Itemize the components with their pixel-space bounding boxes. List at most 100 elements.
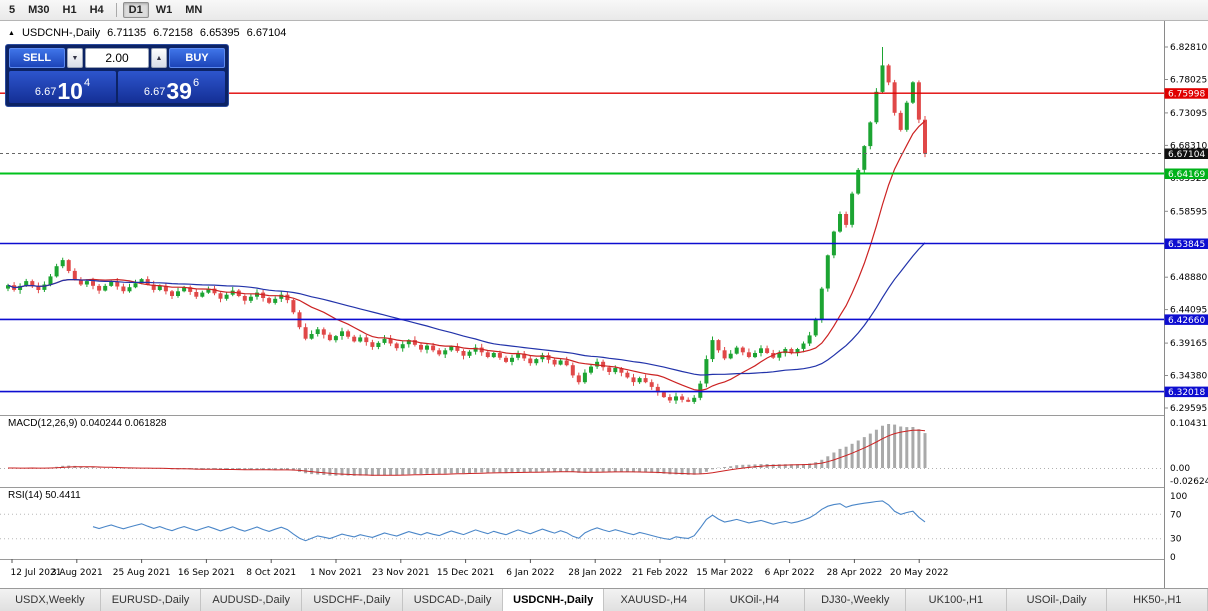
price-axis: 6.828106.780256.730956.683106.635256.585… [1164,21,1208,588]
date-axis-label: 1 Nov 2021 [310,568,362,578]
price-badge-label: 6.67104 [1168,150,1205,160]
chart-tab-usdcnh-daily[interactable]: USDCNH-,Daily [503,589,605,611]
chart-tab-dj30-weekly[interactable]: DJ30-,Weekly [805,589,907,611]
timeframe-button-d1[interactable]: D1 [122,2,149,18]
ohlc-low-value: 6.65395 [199,27,240,39]
trade-prices-row: 6.67 10 4 6.67 39 6 [9,71,225,103]
macd-histogram [0,424,1164,476]
date-axis-label: 6 Apr 2022 [765,568,815,578]
timeframe-toolbar: 5 M30 H1 H4 D1 W1 MN [0,0,1208,21]
volume-decrease-icon[interactable]: ▼ [67,48,83,68]
price-badge [1164,386,1208,398]
timeframe-button-m30[interactable]: M30 [28,4,50,16]
timeframe-button-h4[interactable]: H4 [89,4,104,16]
chart-tab-usoil-daily[interactable]: USOil-,Daily [1006,589,1108,611]
price-axis-label: 6.58595 [1170,207,1207,217]
sell-price-display[interactable]: 6.67 10 4 [9,71,116,103]
volume-input[interactable] [85,48,149,68]
timeframe-button-5[interactable]: 5 [9,4,16,16]
price-badge [1164,168,1208,179]
chart-tab-usdcad-daily[interactable]: USDCAD-,Daily [402,589,504,611]
price-axis-label: 6.29595 [1170,404,1207,414]
macd-axis-label: 0.00 [1170,464,1190,474]
buy-price-display[interactable]: 6.67 39 6 [118,71,225,103]
price-badge-label: 6.64169 [1168,170,1205,180]
price-badge [1164,314,1208,325]
toolbar-divider [115,3,117,17]
ohlc-close-value: 6.67104 [246,27,287,39]
date-axis-label: 20 May 2022 [890,568,949,578]
chart-ohlc-header: ▲ USDCNH-,Daily 6.71135 6.72158 6.65395 … [8,27,286,39]
timeframe-button-mn[interactable]: MN [185,4,203,16]
rsi-indicator-label: RSI(14) 50.4411 [8,490,81,501]
price-axis-label: 6.34380 [1170,372,1207,382]
buy-price-prefix: 6.67 [143,86,166,98]
sell-price-big-digits: 10 [57,78,83,104]
rsi-axis-label: 70 [1170,510,1182,520]
macd-axis-label: 0.104313 [1170,419,1208,429]
panel-separators [0,415,1208,560]
date-axis-label: 25 Aug 2021 [113,568,171,578]
rsi-axis-label: 100 [1170,492,1187,502]
price-axis-label: 6.78025 [1170,76,1207,86]
symbol-timeframe-label: USDCNH-,Daily [21,27,101,39]
date-axis-label: 28 Apr 2022 [827,568,883,578]
rsi-panel [0,500,1164,542]
chart-tab-uk100-h1[interactable]: UK100-,H1 [906,589,1007,611]
rsi-axis-label: 30 [1170,535,1182,545]
buy-button[interactable]: BUY [169,48,225,68]
chart-tab-usdchf-daily[interactable]: USDCHF-,Daily [302,589,403,611]
price-badge-label: 6.75998 [1168,90,1205,100]
macd-signal-line [8,429,926,476]
price-badge [1164,88,1208,99]
price-axis-label: 6.73095 [1170,109,1207,119]
price-badge-label: 6.53845 [1168,240,1205,250]
timeframe-button-w1[interactable]: W1 [155,4,173,16]
rsi-axis-label: 0 [1170,553,1176,563]
price-axis-label: 6.44095 [1170,306,1207,316]
ohlc-open-value: 6.71135 [107,27,147,39]
date-axis-label: 12 Jul 2021 [11,568,62,578]
chart-tab-ukoil-h4[interactable]: UKOil-,H4 [704,589,806,611]
chart-tabs-bar: USDX,Weekly EURUSD-,Daily AUDUSD-,Daily USD… [0,588,1208,611]
sell-price-pipette: 4 [83,77,91,89]
chart-tab-eurusd-daily[interactable]: EURUSD-,Daily [100,589,202,611]
price-axis-label: 6.82810 [1170,43,1207,53]
price-badge-label: 6.32018 [1168,388,1205,398]
chart-tab-audusd-daily[interactable]: AUDUSD-,Daily [201,589,303,611]
trade-controls-row: SELL ▼ ▲ BUY [9,48,225,68]
symbol-marker-icon: ▲ [8,29,15,37]
sell-price-prefix: 6.67 [34,86,57,98]
price-badge-label: 6.42660 [1168,316,1205,326]
moving-averages [7,120,926,392]
buy-price-pipette: 6 [192,77,200,89]
chart-tab-usdx-weekly[interactable]: USDX,Weekly [0,589,101,611]
date-axis-label: 16 Sep 2021 [178,568,235,578]
date-axis-label: 28 Jan 2022 [568,568,622,578]
horizontal-level-lines [0,92,1164,393]
macd-axis-label: -0.026240 [1170,477,1208,487]
sell-button[interactable]: SELL [9,48,65,68]
macd-indicator-label: MACD(12,26,9) 0.040244 0.061828 [8,418,167,429]
date-axis-label: 15 Dec 2021 [437,568,495,578]
date-axis-label: 21 Feb 2022 [632,568,688,578]
price-axis-label: 6.39165 [1170,339,1207,349]
chart-tab-xauusd-h4[interactable]: XAUUSD-,H4 [604,589,705,611]
date-axis-label: 8 Oct 2021 [246,568,296,578]
price-badge [1164,148,1208,159]
date-axis-label: 15 Mar 2022 [696,568,753,578]
chart-tab-hk50-h1[interactable]: HK50-,H1 [1107,589,1208,611]
ohlc-high-value: 6.72158 [153,27,193,39]
price-axis-label: 6.68310 [1170,141,1207,151]
date-axis-label: 6 Jan 2022 [506,568,554,578]
price-badge [1164,238,1208,249]
timeframe-button-h1[interactable]: H1 [62,4,77,16]
volume-increase-icon[interactable]: ▲ [151,48,167,68]
buy-price-big-digits: 39 [166,78,192,104]
price-axis-label: 6.48880 [1170,273,1207,283]
date-axis-label: 3 Aug 2021 [51,568,103,578]
date-axis-label: 23 Nov 2021 [372,568,430,578]
